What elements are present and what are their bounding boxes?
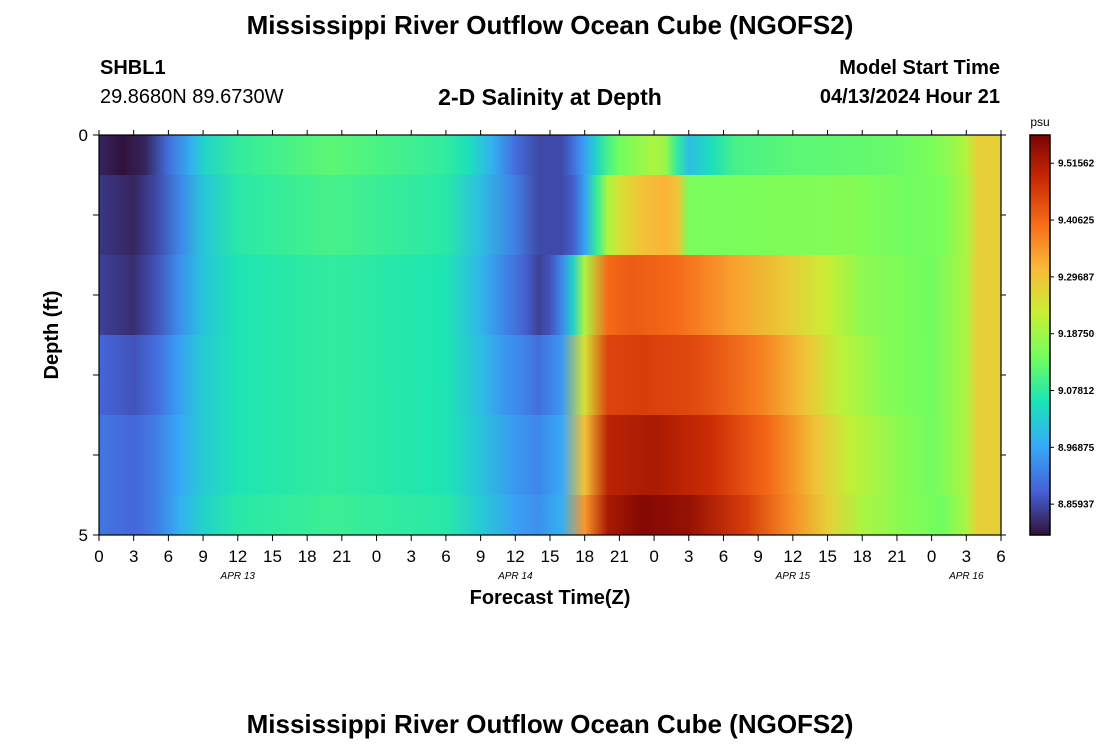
x-tick-label: 0 [927, 547, 936, 566]
x-tick-label: 6 [719, 547, 728, 566]
colorbar-tick-label: 8.85937 [1058, 500, 1095, 511]
y-tick-label: 0 [79, 126, 88, 145]
x-tick-label: 6 [441, 547, 450, 566]
x-tick-label: 3 [684, 547, 693, 566]
x-tick-label: 9 [198, 547, 207, 566]
date-label: APR 13 [220, 571, 256, 582]
x-tick-label: 0 [94, 547, 103, 566]
date-label: APR 16 [948, 571, 984, 582]
x-tick-label: 15 [541, 547, 560, 566]
y-axis-label: Depth (ft) [41, 291, 63, 380]
date-label: APR 15 [775, 571, 811, 582]
x-tick-label: 9 [476, 547, 485, 566]
heatmap-rows [99, 135, 1001, 535]
repeated-chart-title: Mississippi River Outflow Ocean Cube (NG… [246, 709, 854, 739]
x-tick-label: 21 [887, 547, 906, 566]
colorbar-tick-label: 9.07812 [1058, 386, 1095, 397]
colorbar-tick-label: 9.18750 [1058, 329, 1095, 340]
x-tick-label: 6 [164, 547, 173, 566]
x-tick-label: 3 [406, 547, 415, 566]
x-axis-ticks: 0 3 6 9 12 15 18 21 0 3 6 9 12 15 18 21 0 3 6 9 12 15 18 21 0 3 6 A… [94, 130, 1006, 582]
plot-subtitle: 2-D Salinity at Depth [438, 84, 662, 110]
x-tick-label: 15 [263, 547, 282, 566]
heatmap-row-2 [99, 175, 1001, 255]
heatmap-row-6 [99, 495, 1001, 535]
x-tick-label: 21 [610, 547, 629, 566]
model-start-label: Model Start Time [839, 57, 1000, 79]
x-tick-label: 9 [753, 547, 762, 566]
heatmap-row-4 [99, 335, 1001, 415]
x-tick-label: 0 [372, 547, 381, 566]
colorbar-tick-label: 9.40625 [1058, 216, 1095, 227]
station-id: SHBL1 [100, 57, 166, 79]
colorbar: psu 9.51562 9.40625 9.29687 9.18750 9.07812 8.… [1029, 115, 1095, 536]
x-tick-label: 18 [853, 547, 872, 566]
y-axis-ticks: 05 [79, 126, 1006, 545]
colorbar-tick-label: 9.51562 [1058, 159, 1095, 170]
colorbar-scale [1029, 134, 1051, 536]
x-tick-label: 6 [996, 547, 1005, 566]
heatmap-row-1 [99, 135, 1001, 175]
x-tick-label: 0 [649, 547, 658, 566]
x-tick-label: 21 [332, 547, 351, 566]
x-tick-label: 12 [228, 547, 247, 566]
date-label: APR 14 [497, 571, 533, 582]
x-tick-label: 18 [298, 547, 317, 566]
colorbar-tick-label: 8.96875 [1058, 443, 1095, 454]
x-tick-label: 15 [818, 547, 837, 566]
x-axis-label: Forecast Time(Z) [470, 587, 631, 609]
x-tick-label: 12 [506, 547, 525, 566]
heatmap-row-3 [99, 255, 1001, 335]
colorbar-unit: psu [1030, 115, 1049, 129]
x-tick-label: 12 [783, 547, 802, 566]
chart-title: Mississippi River Outflow Ocean Cube (NG… [246, 10, 854, 40]
station-coordinates: 29.8680N 89.6730W [100, 86, 284, 108]
heatmap-row-5 [99, 415, 1001, 495]
model-start-value: 04/13/2024 Hour 21 [819, 86, 1000, 108]
colorbar-tick-label: 9.29687 [1058, 272, 1095, 283]
x-tick-label: 3 [962, 547, 971, 566]
y-tick-label: 5 [79, 526, 88, 545]
x-tick-label: 18 [575, 547, 594, 566]
x-tick-label: 3 [129, 547, 138, 566]
